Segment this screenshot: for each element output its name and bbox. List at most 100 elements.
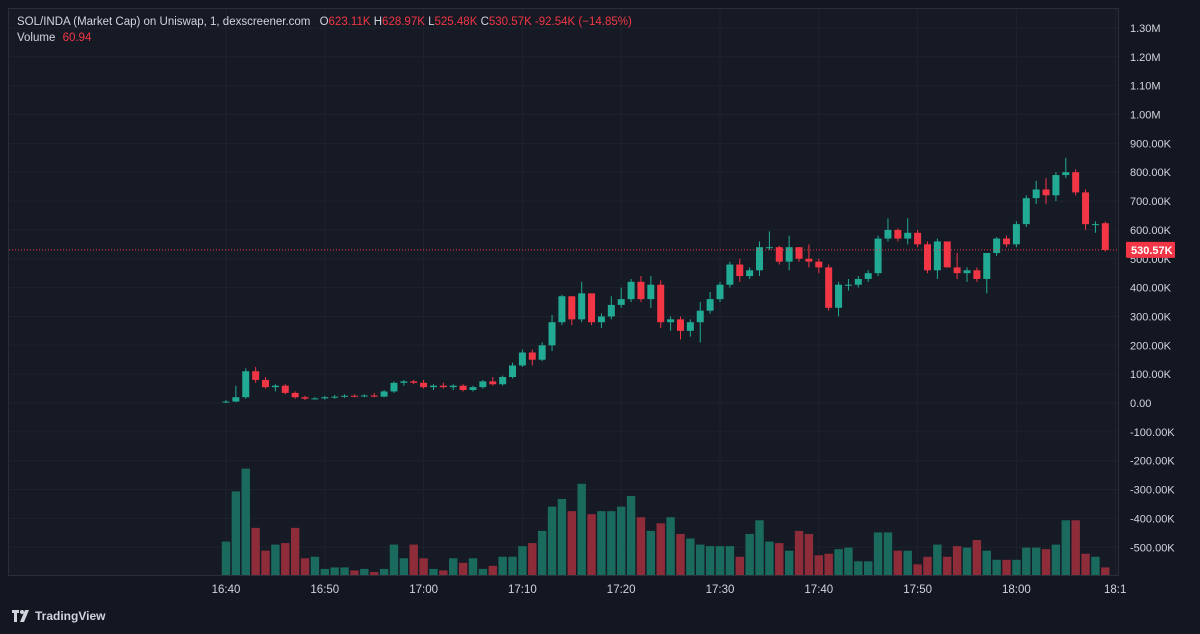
time-axis-label: 17:10 <box>508 584 537 596</box>
candle-body <box>321 397 329 399</box>
volume-bar <box>370 571 379 575</box>
price-axis-label: -100.00K <box>1130 427 1175 439</box>
close-label: C <box>480 16 489 28</box>
volume-bar <box>449 558 458 575</box>
volume-line: Volume 60.94 <box>17 30 632 46</box>
candle-body <box>657 284 665 323</box>
volume-bar <box>676 533 685 575</box>
candle-body <box>785 247 793 262</box>
time-axis-label: 17:50 <box>903 584 932 596</box>
volume-bar <box>745 533 754 575</box>
volume-bar <box>409 544 418 575</box>
candle-body <box>637 281 645 300</box>
candle-body <box>963 270 971 274</box>
price-axis-label: -300.00K <box>1130 485 1175 497</box>
price-axis-label: 100.00K <box>1130 369 1172 381</box>
volume-bar <box>241 468 250 575</box>
volume-bar <box>755 520 764 575</box>
price-axis-label: 0.00 <box>1130 398 1151 410</box>
open-value: 623.11K <box>328 16 371 28</box>
price-axis-label: -200.00K <box>1130 456 1175 468</box>
close-value: 530.57K <box>488 16 532 28</box>
price-axis-label: -500.00K <box>1130 542 1175 554</box>
candle-body <box>588 293 596 323</box>
volume-bar <box>1071 520 1080 575</box>
volume-bar <box>379 568 389 575</box>
candle-body <box>390 382 398 392</box>
low-label: L <box>428 16 435 28</box>
time-axis-label: 17:40 <box>804 584 833 596</box>
volume-bar <box>844 547 853 575</box>
candle-body <box>1032 189 1040 199</box>
volume-bar <box>468 558 478 575</box>
time-axis-label: 17:30 <box>706 584 735 596</box>
volume-bar <box>1091 556 1100 575</box>
current-price-label: 530.57K <box>1131 245 1173 257</box>
volume-bar <box>389 544 399 575</box>
candle-body <box>380 391 388 397</box>
tradingview-branding[interactable]: TradingView <box>12 609 105 623</box>
candle-body <box>232 397 240 402</box>
candle-body <box>667 319 675 323</box>
volume-bar <box>775 543 784 575</box>
candle-body <box>568 296 576 320</box>
candle-body <box>1012 224 1020 245</box>
candle-body <box>1042 189 1050 196</box>
volume-bar <box>952 546 962 575</box>
volume-bar <box>656 523 665 575</box>
candle-body <box>746 270 754 277</box>
candle-body <box>864 273 872 279</box>
low-value: 525.48K <box>434 16 478 28</box>
volume-bar <box>972 540 982 575</box>
volume-bar <box>943 556 952 575</box>
candle-body <box>291 392 299 398</box>
candle-body <box>933 241 941 271</box>
volume-bar <box>399 558 409 575</box>
candle-body <box>874 238 882 274</box>
volume-bar <box>607 511 616 575</box>
volume-bar <box>518 546 527 575</box>
volume-bar <box>419 558 428 575</box>
price-axis-label: 600.00K <box>1130 225 1172 237</box>
volume-bar <box>458 562 468 575</box>
candle-body <box>1062 172 1070 176</box>
time-axis-label: 17:20 <box>607 584 636 596</box>
candle-body <box>1052 175 1060 196</box>
open-label: O <box>319 16 329 28</box>
volume-bar <box>1051 544 1061 575</box>
price-axis-label: 1.10M <box>1130 81 1161 93</box>
volume-bar <box>992 559 1001 575</box>
price-axis-label: -400.00K <box>1130 513 1175 525</box>
candle-body <box>943 241 951 268</box>
volume-bar <box>350 570 359 575</box>
candle-body <box>1091 224 1099 226</box>
candle-body <box>311 398 319 400</box>
volume-bar <box>725 546 735 575</box>
candle-body <box>360 395 368 397</box>
volume-bar <box>923 556 932 575</box>
candle-body <box>676 319 684 331</box>
candle-body <box>983 252 991 279</box>
high-value: 628.97K <box>382 16 425 28</box>
candle-body <box>350 395 358 397</box>
candle-body <box>953 267 961 274</box>
volume-bar <box>310 556 320 575</box>
time-axis-label: 18:00 <box>1002 584 1031 596</box>
candle-body <box>765 247 773 249</box>
volume-bar <box>231 491 241 575</box>
candle-body <box>815 261 823 268</box>
chart-pane[interactable] <box>8 8 1119 576</box>
volume-bar <box>567 511 576 575</box>
candle-body <box>1082 192 1090 225</box>
volume-bar <box>617 506 626 575</box>
volume-bar <box>715 546 725 575</box>
symbol-line: SOL/INDA (Market Cap) on Uniswap, 1, dex… <box>17 14 632 30</box>
candle-body <box>597 316 605 323</box>
candle-body <box>617 299 625 305</box>
candle-body <box>736 264 744 277</box>
candle-body <box>331 396 339 398</box>
volume-bar <box>557 499 567 575</box>
volume-bar <box>646 530 656 575</box>
volume-bar <box>528 543 537 575</box>
